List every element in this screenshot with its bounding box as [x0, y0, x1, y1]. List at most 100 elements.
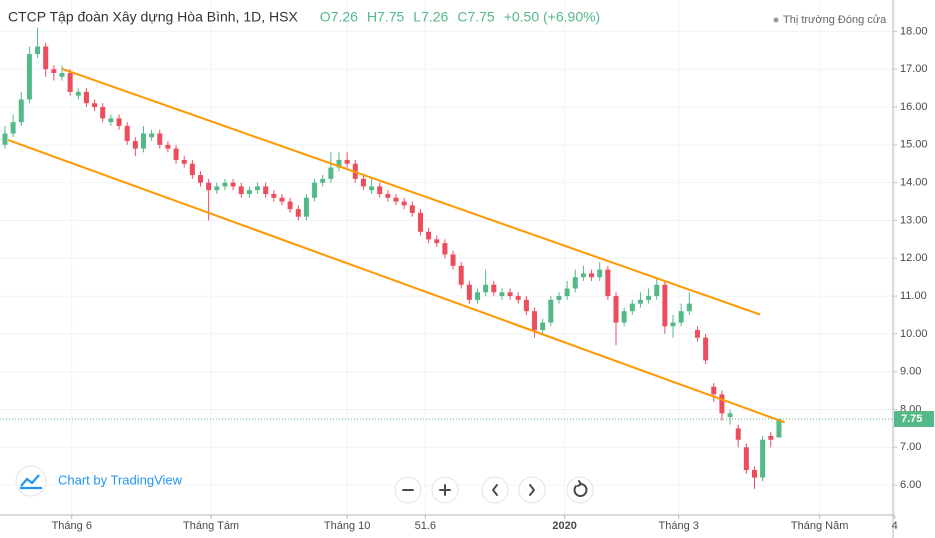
candle-body: [409, 205, 415, 213]
y-tick-label: 12.00: [900, 252, 928, 264]
y-tick-label: 16.00: [900, 101, 928, 113]
candle-body: [295, 209, 301, 217]
candle-body: [312, 182, 318, 198]
candle-body: [149, 133, 155, 138]
reset-button[interactable]: [566, 476, 594, 504]
zoom-out-button[interactable]: [394, 476, 422, 504]
candle-body: [434, 239, 440, 244]
candle-body: [735, 428, 741, 440]
candle-body: [580, 273, 586, 278]
watermark[interactable]: Chart by TradingView: [58, 472, 183, 487]
candle-body: [173, 148, 179, 160]
candle-body: [83, 91, 89, 104]
candle-body: [222, 182, 228, 187]
candle-body: [336, 159, 342, 168]
header-values: O7.26 H7.75 L7.26 C7.75 +0.50 (+6.90%): [320, 9, 600, 25]
candle-body: [597, 269, 603, 278]
scroll-left-button[interactable]: [481, 476, 509, 504]
candle-body: [458, 265, 464, 285]
candle-body: [18, 99, 24, 123]
scroll-right-button[interactable]: [518, 476, 546, 504]
y-tick-label: 17.00: [900, 63, 928, 75]
chart-title: CTCP Tập đoàn Xây dựng Hòa Bình, 1D, HSX: [8, 9, 298, 25]
candle-body: [417, 212, 423, 232]
candle-body: [483, 284, 489, 293]
candle-body: [369, 186, 375, 191]
candle-body: [132, 141, 138, 149]
candle-body: [2, 133, 8, 145]
candle-body: [776, 418, 782, 438]
candle-body: [26, 54, 32, 100]
logo-icon: [20, 474, 42, 490]
candle-body: [124, 125, 130, 142]
candle-body: [760, 439, 766, 478]
zoom-in-button[interactable]: [431, 476, 459, 504]
candle-body: [214, 186, 220, 191]
candle-body: [654, 284, 660, 297]
candle-body: [165, 144, 171, 149]
candle-body: [206, 182, 212, 191]
candle-body: [499, 292, 505, 297]
candle-body: [393, 197, 399, 202]
candle-body: [703, 337, 709, 361]
candle-body: [271, 193, 277, 198]
candle-body: [629, 303, 635, 312]
candle-body: [605, 269, 611, 297]
candle-body: [100, 107, 106, 119]
marks: [0, 27, 893, 489]
market-status: Thị trường Đóng cửa: [783, 14, 887, 26]
candle-body: [108, 118, 114, 123]
candle-body: [360, 178, 366, 187]
candle-body: [572, 277, 578, 289]
candle-body: [140, 133, 146, 149]
x-tick-label: Tháng 6: [52, 520, 92, 532]
candle-body: [157, 133, 163, 145]
candle-body: [263, 186, 269, 194]
last-price-label: 7.75: [901, 413, 922, 425]
candle-body: [35, 46, 41, 55]
y-tick-label: 13.00: [900, 214, 928, 226]
y-tick-label: 9.00: [900, 366, 921, 378]
last-price-box: [894, 410, 934, 427]
candle-body: [385, 193, 391, 198]
candle-body: [474, 292, 480, 300]
x-tick-label: 4: [892, 520, 898, 532]
logo[interactable]: [15, 465, 47, 497]
candle-body: [59, 72, 65, 77]
candle-body: [686, 303, 692, 312]
candle-body: [564, 288, 570, 297]
header-value: O7.26: [320, 9, 358, 25]
candle-body: [92, 103, 98, 108]
y-tick-label: 14.00: [900, 177, 928, 189]
header-value: L7.26: [413, 9, 448, 25]
candle-body: [450, 254, 456, 266]
candle-body: [287, 201, 293, 210]
candle-body: [426, 231, 432, 240]
grid: [0, 0, 897, 519]
candle-body: [768, 435, 774, 440]
candle-body: [442, 243, 448, 255]
trendline: [61, 67, 761, 316]
y-tick-label: 6.00: [900, 479, 921, 491]
candle-body: [116, 118, 122, 126]
candle-body: [523, 299, 529, 312]
candle-body: [75, 91, 81, 96]
y-tick-label: 10.00: [900, 328, 928, 340]
trendline: [7, 138, 785, 424]
candle-body: [743, 447, 749, 471]
candle-body: [320, 178, 326, 183]
x-tick-label: Tháng 3: [659, 520, 699, 532]
candle-body: [670, 322, 676, 327]
candle-body: [711, 386, 717, 395]
candle-body: [507, 292, 513, 297]
candle-body: [613, 296, 619, 323]
candle-body: [255, 186, 261, 191]
candle-body: [694, 330, 700, 338]
candle-body: [727, 413, 733, 418]
candle-body: [181, 159, 187, 164]
x-tick-label: 2020: [552, 520, 576, 532]
candle-body: [678, 311, 684, 323]
candle-body: [637, 299, 643, 304]
header-value: +0.50 (+6.90%): [504, 9, 601, 25]
